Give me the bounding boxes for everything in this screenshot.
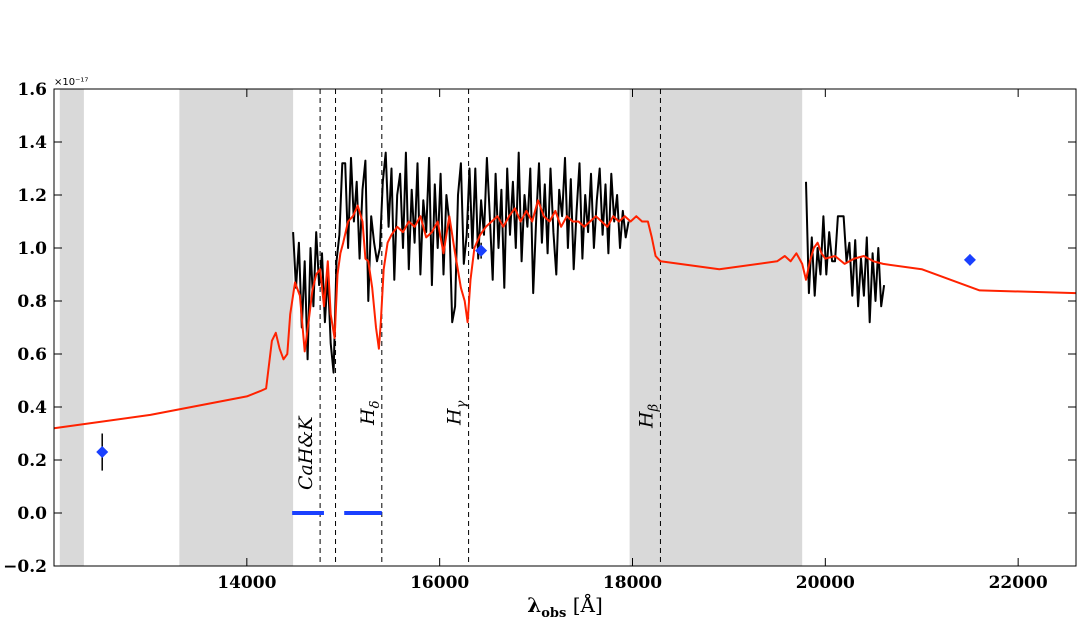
line-label-0: CaH&K (295, 415, 317, 490)
shaded-regions (59, 89, 803, 566)
line-label-main-3: H (444, 408, 466, 426)
series-line-1 (805, 181, 886, 324)
x-tick-label-0: 14000 (217, 573, 276, 593)
line-label-sub-2: δ (368, 400, 383, 408)
shaded-region-1 (179, 89, 294, 566)
x-tick-label-1: 16000 (410, 573, 469, 593)
point-marker-1 (475, 244, 488, 257)
line-label-main-2: H (357, 408, 379, 426)
x-axis-label-main: λ (527, 593, 541, 617)
series-line-2 (53, 199, 1077, 430)
series-lines (53, 151, 1077, 430)
line-label-4: Hβ (635, 404, 661, 429)
point-marker-0 (96, 446, 109, 459)
y-tick-label-3: 0.4 (17, 398, 47, 418)
x-axis-label: λobs [Å] (527, 592, 603, 620)
y-tick-label-0: −0.2 (3, 557, 47, 577)
plot-frame (53, 88, 1077, 567)
x-axis-label-unit: [Å] (566, 592, 602, 617)
point-marker-2 (963, 253, 976, 266)
photometry-points (96, 242, 976, 471)
y-tick-label-8: 1.4 (17, 133, 47, 153)
photometry-point-0 (96, 433, 109, 471)
x-axis-label-sub: obs (541, 606, 566, 620)
y-tick-label-1: 0.0 (17, 504, 47, 524)
y-tick-label-2: 0.2 (17, 451, 47, 471)
y-offset-label: ×10⁻¹⁷ (54, 77, 88, 88)
photometry-point-1 (475, 242, 488, 259)
line-label-sub-4: β (646, 404, 661, 413)
photometry-point-2 (963, 253, 976, 266)
line-label-2: Hδ (357, 400, 383, 426)
y-tick-label-7: 1.2 (17, 186, 47, 206)
y-tick-label-9: 1.6 (17, 80, 47, 100)
y-tick-label-6: 1.0 (17, 239, 47, 259)
line-label-main-4: H (635, 411, 657, 429)
shaded-region-0 (59, 89, 84, 566)
y-tick-label-5: 0.8 (17, 292, 47, 312)
x-tick-label-4: 22000 (989, 573, 1048, 593)
line-label-main-0: CaH&K (295, 415, 317, 490)
line-label-sub-3: γ (455, 400, 470, 408)
x-tick-label-3: 20000 (796, 573, 855, 593)
series-line-0 (292, 151, 630, 374)
vertical-lines (319, 89, 661, 566)
line-label-3: Hγ (444, 400, 470, 426)
x-tick-label-2: 18000 (603, 573, 662, 593)
axis-ticks: 14000 16000 18000 20000 22000 −0.2 0.0 0.2 0.4 0.… (3, 80, 1076, 593)
shaded-region-2 (629, 89, 803, 566)
y-tick-label-4: 0.6 (17, 345, 47, 365)
